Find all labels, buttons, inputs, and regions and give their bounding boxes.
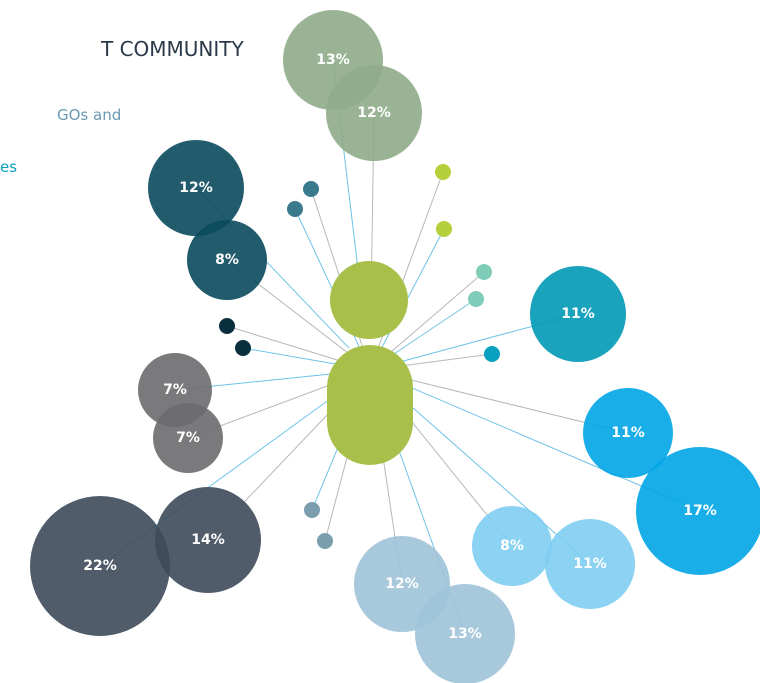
- title: T COMMUNITY: [100, 37, 245, 61]
- dot: [235, 340, 251, 356]
- dot: [317, 533, 333, 549]
- dot: [468, 291, 484, 307]
- text-line: es: [0, 158, 17, 176]
- bubble: [636, 447, 760, 575]
- bubble-label: 11%: [573, 556, 607, 572]
- connector: [383, 271, 485, 359]
- bubbles: 13% 12% 12% 8% 7% 7% 22% 14% 11% 11% 17% 8% 11% 12% 13…: [30, 10, 760, 683]
- dot: [303, 181, 319, 197]
- connector: [226, 325, 353, 366]
- bubble-label: 7%: [163, 382, 187, 398]
- dot: [436, 221, 452, 237]
- bubble: [187, 220, 267, 300]
- bubble-label: 22%: [83, 558, 117, 574]
- bubble: [30, 496, 170, 636]
- bubble-label: 8%: [500, 538, 524, 554]
- bubble: [148, 140, 244, 236]
- bubble-label: 11%: [561, 306, 595, 322]
- bubble-label: 8%: [215, 252, 239, 268]
- bubble: [472, 506, 552, 586]
- bubble: [326, 65, 422, 161]
- text-line: GOs and: [57, 106, 121, 124]
- person-head: [330, 261, 408, 339]
- bubble: [153, 403, 223, 473]
- bubble: [155, 487, 261, 593]
- bubble-label: 12%: [357, 105, 391, 121]
- dot: [219, 318, 235, 334]
- dot: [435, 164, 451, 180]
- bubble-label: 12%: [385, 576, 419, 592]
- bubble: [530, 266, 626, 362]
- bubble: [415, 584, 515, 683]
- bubble-label: 14%: [191, 532, 225, 548]
- bubble: [583, 388, 673, 478]
- person-body: [327, 345, 413, 465]
- bubble-label: 13%: [316, 52, 350, 68]
- bubble-label: 12%: [179, 180, 213, 196]
- dot: [287, 201, 303, 217]
- bubble: [545, 519, 635, 609]
- connector: [382, 298, 477, 362]
- bubble-label: 17%: [683, 503, 717, 519]
- dot: [484, 346, 500, 362]
- bubble-label: 11%: [611, 425, 645, 441]
- dots: [219, 164, 500, 549]
- dot: [476, 264, 492, 280]
- dot: [304, 502, 320, 518]
- bubble-label: 13%: [448, 626, 482, 642]
- bubble-label: 7%: [176, 430, 200, 446]
